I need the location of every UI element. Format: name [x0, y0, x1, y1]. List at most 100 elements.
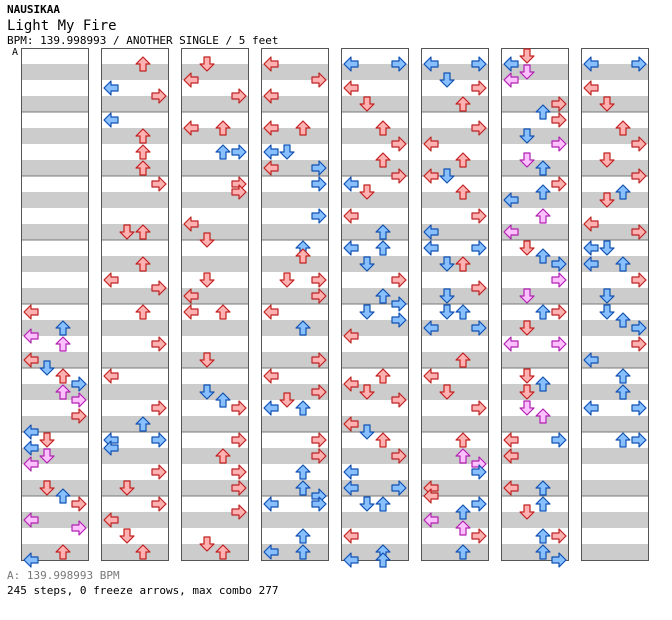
beat-band: [341, 128, 409, 144]
step-arrow-up: [535, 160, 551, 176]
step-arrow-right: [471, 208, 487, 224]
beat-band: [341, 384, 409, 400]
step-arrow-right: [631, 224, 647, 240]
step-arrow-right: [631, 320, 647, 336]
step-arrow-left: [103, 272, 119, 288]
beat-band: [581, 96, 649, 112]
step-arrow-left: [583, 216, 599, 232]
step-arrow-up: [55, 336, 71, 352]
step-arrow-left: [343, 376, 359, 392]
step-arrow-right: [71, 376, 87, 392]
step-arrow-right: [231, 184, 247, 200]
step-arrow-down: [39, 448, 55, 464]
step-arrow-left: [343, 464, 359, 480]
step-arrow-up: [535, 208, 551, 224]
beat-band: [341, 448, 409, 464]
step-arrow-up: [135, 416, 151, 432]
step-arrow-right: [551, 432, 567, 448]
step-arrow-right: [631, 136, 647, 152]
beat-band: [501, 256, 569, 272]
step-arrow-left: [183, 216, 199, 232]
step-arrow-down: [439, 304, 455, 320]
beat-band: [421, 288, 489, 304]
step-arrow-right: [391, 392, 407, 408]
step-arrow-up: [615, 368, 631, 384]
step-arrow-right: [391, 448, 407, 464]
step-arrow-down: [119, 224, 135, 240]
step-arrow-right: [471, 320, 487, 336]
step-arrow-left: [23, 304, 39, 320]
step-arrow-left: [23, 352, 39, 368]
step-arrow-left: [183, 72, 199, 88]
beat-band: [581, 544, 649, 560]
step-arrow-down: [599, 240, 615, 256]
step-arrow-up: [535, 248, 551, 264]
step-arrow-down: [279, 392, 295, 408]
step-arrow-up: [615, 432, 631, 448]
beat-band: [501, 128, 569, 144]
beat-band: [581, 128, 649, 144]
beat-band: [101, 416, 169, 432]
step-arrow-left: [423, 368, 439, 384]
step-arrow-left: [343, 240, 359, 256]
chart-column: [101, 48, 169, 561]
beat-band: [501, 448, 569, 464]
step-arrow-down: [439, 288, 455, 304]
step-arrow-left: [23, 456, 39, 472]
step-arrow-right: [151, 496, 167, 512]
step-arrow-up: [535, 304, 551, 320]
beat-band: [421, 256, 489, 272]
step-arrow-down: [279, 144, 295, 160]
step-arrow-right: [71, 408, 87, 424]
step-arrow-up: [375, 432, 391, 448]
step-arrow-up: [455, 504, 471, 520]
step-arrow-up: [55, 320, 71, 336]
beat-band: [101, 64, 169, 80]
step-arrow-down: [519, 128, 535, 144]
beat-band: [261, 512, 329, 528]
beat-band: [501, 192, 569, 208]
beat-band: [581, 192, 649, 208]
beat-band: [421, 128, 489, 144]
beat-band: [21, 288, 89, 304]
step-arrow-right: [231, 480, 247, 496]
beat-band: [421, 320, 489, 336]
beat-band: [501, 64, 569, 80]
step-arrow-up: [615, 184, 631, 200]
step-arrow-right: [631, 56, 647, 72]
step-arrow-right: [471, 120, 487, 136]
beat-band: [261, 128, 329, 144]
beat-band: [501, 416, 569, 432]
beat-band: [101, 256, 169, 272]
beat-band: [101, 224, 169, 240]
beat-band: [21, 128, 89, 144]
step-arrow-down: [359, 96, 375, 112]
step-arrow-left: [23, 552, 39, 568]
beat-band: [261, 544, 329, 560]
step-arrow-left: [503, 72, 519, 88]
step-arrow-up: [615, 312, 631, 328]
step-arrow-up: [215, 392, 231, 408]
chart-column: [21, 48, 89, 561]
step-arrow-left: [263, 496, 279, 512]
step-arrow-up: [455, 520, 471, 536]
beat-band: [21, 512, 89, 528]
step-arrow-right: [391, 312, 407, 328]
step-arrow-up: [55, 544, 71, 560]
beat-band: [21, 224, 89, 240]
step-arrow-left: [343, 480, 359, 496]
beat-band: [21, 320, 89, 336]
step-stats: 245 steps, 0 freeze arrows, max combo 27…: [7, 584, 279, 597]
beat-band: [101, 384, 169, 400]
beat-band: [181, 480, 249, 496]
beat-band: [21, 64, 89, 80]
beat-band: [581, 512, 649, 528]
beat-band: [181, 416, 249, 432]
beat-band: [101, 192, 169, 208]
step-arrow-up: [535, 528, 551, 544]
step-arrow-up: [375, 224, 391, 240]
step-arrow-left: [103, 80, 119, 96]
beat-band: [501, 352, 569, 368]
step-arrow-right: [71, 496, 87, 512]
